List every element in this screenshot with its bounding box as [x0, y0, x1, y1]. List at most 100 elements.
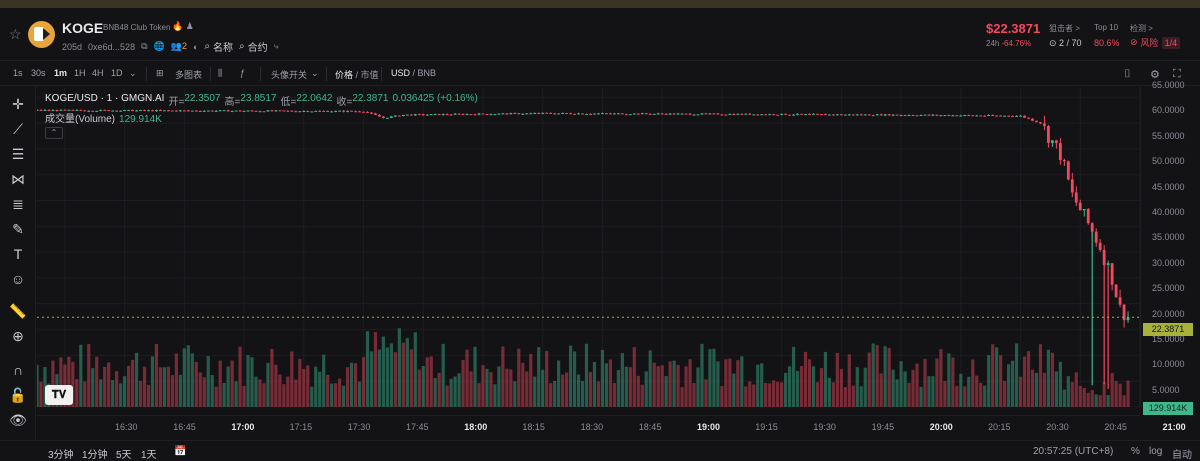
percent-toggle[interactable]: %: [1131, 446, 1140, 457]
candle-body: [274, 110, 278, 112]
volume-bar: [493, 384, 497, 407]
interval-1d[interactable]: 1D: [111, 68, 123, 78]
share-icon[interactable]: ⤷: [273, 41, 279, 51]
candle-body: [421, 114, 425, 116]
holders-badge[interactable]: 👥2: [170, 41, 187, 51]
volume-bar: [318, 371, 322, 407]
eye-icon[interactable]: 👁: [9, 412, 27, 428]
snipers-label[interactable]: 狙击者 >: [1049, 24, 1080, 33]
candle-body: [143, 110, 146, 112]
contract-search-link[interactable]: ⌕ 合约: [239, 41, 268, 54]
camera-icon[interactable]: ⌷: [1124, 68, 1131, 80]
trendline-icon[interactable]: ⟋: [13, 121, 23, 137]
risk-badge[interactable]: ⊘ 风险 1/4: [1130, 36, 1181, 49]
collapse-legend-button[interactable]: ⌃: [45, 127, 63, 139]
volume-bar: [807, 359, 812, 407]
interval-1h[interactable]: 1H: [74, 68, 86, 78]
fib-icon[interactable]: ≣: [12, 196, 24, 212]
volume-bar: [939, 349, 943, 407]
volume-bar: [827, 377, 832, 407]
volume-bar: [1034, 372, 1039, 407]
text-icon[interactable]: T: [13, 246, 23, 262]
currency-toggle[interactable]: USD / BNB: [391, 68, 437, 78]
volume-bar: [1030, 369, 1035, 407]
ruler-icon[interactable]: 📏: [9, 303, 27, 319]
divider: [210, 67, 211, 81]
divider: [260, 67, 261, 81]
volume-bar: [700, 343, 704, 407]
fx-icon[interactable]: ƒ: [240, 68, 246, 78]
range-1min[interactable]: 1分钟: [82, 450, 108, 461]
volume-bar: [238, 346, 242, 407]
multi-chart-button[interactable]: 多图表: [175, 70, 203, 80]
fullscreen-icon[interactable]: ⛶: [1173, 68, 1181, 80]
volume-bar: [1102, 382, 1106, 407]
candle-body: [1106, 263, 1110, 265]
settings-icon[interactable]: ⚙: [1150, 69, 1160, 81]
lock-icon[interactable]: 🔓: [9, 387, 27, 403]
time-axis-label: 21:00: [1162, 422, 1186, 432]
globe-icon[interactable]: 🌐: [153, 41, 165, 51]
pattern-icon[interactable]: ⋈: [11, 171, 25, 187]
horizontal-lines-icon[interactable]: ☰: [11, 146, 25, 162]
price-toggle[interactable]: 价格 / 市值: [335, 70, 379, 80]
volume-bar: [134, 352, 139, 407]
volume-bar: [461, 360, 465, 407]
time-axis-label: 18:15: [522, 422, 545, 432]
brush-icon[interactable]: ✎: [12, 221, 24, 237]
candle-body: [513, 113, 517, 115]
copy-icon[interactable]: ⧉: [141, 41, 148, 51]
candlestick-chart[interactable]: [37, 87, 1140, 407]
volume-bar: [349, 362, 354, 407]
range-3min[interactable]: 3分钟: [48, 450, 74, 461]
chevron-down-icon[interactable]: ⌄: [129, 68, 137, 78]
volume-bar: [377, 349, 382, 407]
candle-body: [1078, 202, 1082, 211]
candle-body: [931, 114, 935, 116]
volume-bar: [302, 368, 306, 407]
add-indicator-icon[interactable]: ⊞: [156, 68, 164, 78]
tradingview-logo[interactable]: 𝐓𝐕: [45, 385, 73, 405]
price-chart[interactable]: [37, 87, 1140, 407]
candle-body: [159, 110, 162, 112]
divider: [326, 67, 327, 81]
candle-body: [282, 110, 286, 112]
volume-bar: [469, 371, 473, 407]
price-axis[interactable]: [1140, 87, 1200, 407]
crosshair-icon[interactable]: ✛: [12, 96, 24, 112]
emoji-icon[interactable]: ☺: [10, 271, 26, 287]
coin-icon[interactable]: ◐: [192, 41, 199, 52]
range-5d[interactable]: 5天: [116, 450, 132, 461]
range-1d[interactable]: 1天: [141, 450, 157, 461]
log-toggle[interactable]: log: [1149, 446, 1163, 457]
volume-bar: [306, 365, 310, 407]
candle-body: [322, 110, 326, 112]
candle-body: [170, 110, 174, 112]
magnet-icon[interactable]: ∩: [12, 362, 24, 378]
candle-body: [1090, 223, 1094, 232]
interval-30s[interactable]: 30s: [31, 68, 46, 78]
auto-toggle[interactable]: 自动: [1172, 450, 1192, 461]
zoom-in-icon[interactable]: ⊕: [12, 328, 24, 344]
candle-body: [561, 112, 565, 114]
volume-bar: [1098, 395, 1102, 407]
calendar-icon[interactable]: 📅: [174, 446, 187, 457]
chevron-down-icon[interactable]: ⌄: [311, 68, 319, 78]
avatar-toggle-button[interactable]: 头像开关: [271, 70, 308, 80]
candle-body: [947, 115, 951, 117]
time-axis[interactable]: [37, 415, 1140, 437]
candle-body: [338, 110, 342, 112]
interval-4h[interactable]: 4H: [92, 68, 104, 78]
indicator-icon[interactable]: ⫼: [218, 68, 223, 78]
name-search-link[interactable]: ⌕ 名称: [204, 41, 234, 54]
volume-bar: [1050, 352, 1054, 407]
check-label[interactable]: 检测 >: [1130, 24, 1153, 33]
volume-bar: [158, 367, 163, 407]
favorite-star-icon[interactable]: ☆: [9, 26, 22, 42]
candle-body: [1023, 115, 1026, 118]
interval-1s[interactable]: 1s: [13, 68, 23, 78]
token-address[interactable]: 0xe6d...528: [88, 41, 136, 52]
volume-bar: [473, 346, 477, 407]
interval-1m[interactable]: 1m: [54, 68, 68, 78]
volume-bar: [1026, 351, 1031, 407]
